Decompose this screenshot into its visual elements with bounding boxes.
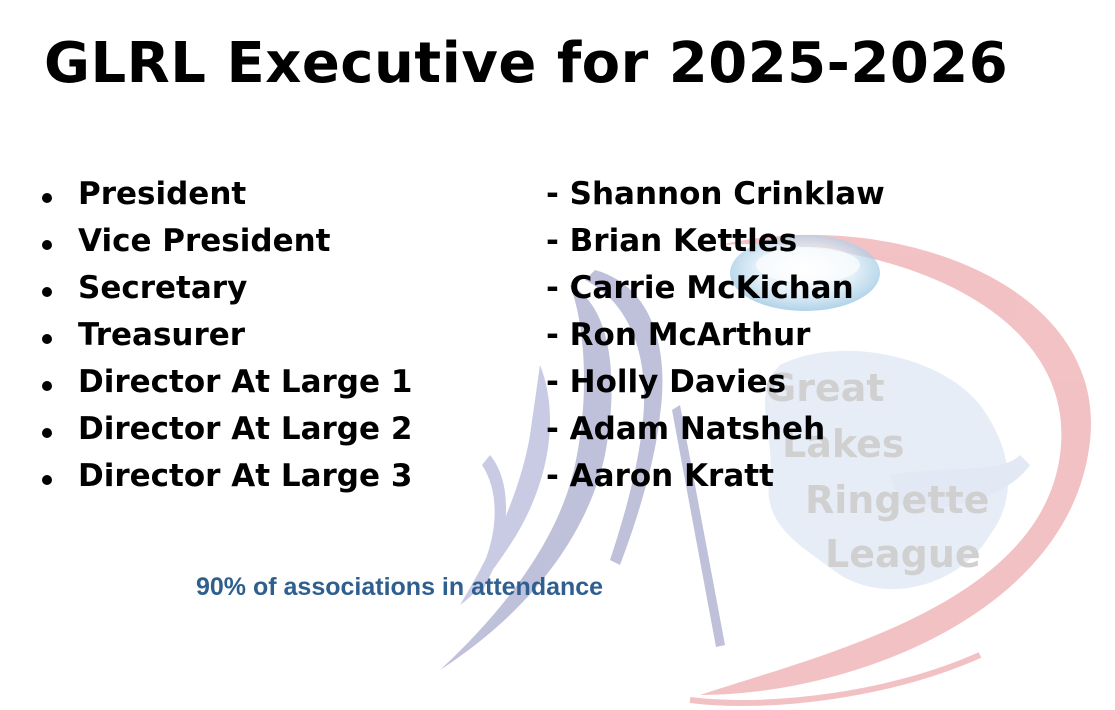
bullet-icon — [42, 287, 52, 297]
role-label: President — [78, 176, 247, 212]
bullet-icon — [42, 381, 52, 391]
member-name: - Brian Kettles — [546, 223, 798, 259]
list-item: Director At Large 2 - Adam Natsheh — [36, 407, 936, 454]
svg-text:Lakes: Lakes — [782, 422, 905, 466]
list-item: Secretary - Carrie McKichan — [36, 266, 936, 313]
svg-text:Great: Great — [765, 366, 885, 410]
page-title: GLRL Executive for 2025-2026 — [44, 31, 1009, 96]
role-label: Vice President — [78, 223, 331, 259]
bullet-icon — [42, 475, 52, 485]
member-name: - Adam Natsheh — [546, 411, 826, 447]
role-label: Treasurer — [78, 317, 246, 353]
member-name: - Holly Davies — [546, 364, 787, 400]
svg-text:League: League — [825, 532, 981, 576]
list-item: Director At Large 1 - Holly Davies — [36, 360, 936, 407]
list-item: Treasurer - Ron McArthur — [36, 313, 936, 360]
member-name: - Shannon Crinklaw — [546, 176, 885, 212]
member-name: - Aaron Kratt — [546, 458, 774, 494]
bullet-icon — [42, 334, 52, 344]
bullet-icon — [42, 240, 52, 250]
role-label: Director At Large 2 — [78, 411, 413, 447]
role-label: Director At Large 3 — [78, 458, 413, 494]
member-name: - Carrie McKichan — [546, 270, 854, 306]
role-label: Director At Large 1 — [78, 364, 413, 400]
bullet-icon — [42, 193, 52, 203]
svg-text:Ringette: Ringette — [805, 478, 989, 522]
attendance-note: 90% of associations in attendance — [196, 573, 604, 601]
bullet-icon — [42, 428, 52, 438]
list-item: President - Shannon Crinklaw — [36, 172, 936, 219]
list-item: Director At Large 3 - Aaron Kratt — [36, 454, 936, 501]
role-label: Secretary — [78, 270, 248, 306]
member-name: - Ron McArthur — [546, 317, 811, 353]
list-item: Vice President - Brian Kettles — [36, 219, 936, 266]
league-logo-watermark: Great Lakes Ringette League — [440, 234, 1092, 706]
executive-list: President - Shannon Crinklaw Vice Presid… — [36, 172, 936, 501]
